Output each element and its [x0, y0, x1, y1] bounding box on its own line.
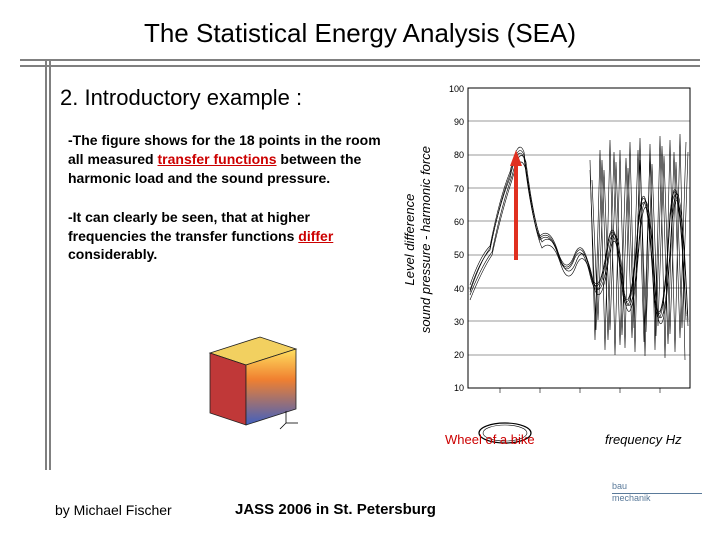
caption: Wheel of a bike — [445, 432, 535, 447]
svg-text:100: 100 — [449, 84, 464, 94]
text: sound pressure - harmonic force — [418, 146, 433, 333]
bullet-1: -The figure shows for the 18 points in t… — [60, 131, 390, 188]
text: considerably. — [68, 246, 157, 262]
transfer-function-chart: 100 90 80 70 60 50 40 30 20 10 — [440, 80, 700, 410]
highlight: transfer functions — [158, 151, 277, 167]
divider — [20, 59, 700, 63]
text: mechanik — [612, 494, 702, 504]
svg-text:80: 80 — [454, 150, 464, 160]
x-axis-label: frequency Hz — [605, 432, 682, 447]
section-heading: 2. Introductory example : — [60, 85, 390, 111]
highlight: differ — [298, 228, 333, 244]
text: Level difference — [402, 194, 417, 286]
text: Wheel of a bike — [445, 432, 535, 447]
svg-text:90: 90 — [454, 117, 464, 127]
svg-text:20: 20 — [454, 350, 464, 360]
svg-text:70: 70 — [454, 184, 464, 194]
svg-text:40: 40 — [454, 284, 464, 294]
divider — [20, 65, 700, 67]
svg-text:50: 50 — [454, 250, 464, 260]
page-title: The Statistical Energy Analysis (SEA) — [40, 18, 680, 49]
bullet-2: -It can clearly be seen, that at higher … — [60, 208, 390, 265]
svg-text:30: 30 — [454, 317, 464, 327]
room-cube-illustration — [190, 325, 310, 435]
vertical-rule — [45, 60, 51, 470]
text: -It can clearly be seen, that at higher … — [68, 209, 310, 244]
text-column: 2. Introductory example : -The figure sh… — [60, 85, 390, 284]
y-axis-label: Level difference sound pressure - harmon… — [398, 100, 438, 380]
logo: bau mechanik — [612, 482, 702, 522]
annotation-arrow-icon — [510, 150, 522, 260]
footer-venue: JASS 2006 in St. Petersburg — [235, 501, 436, 518]
footer-author: by Michael Fischer — [55, 502, 172, 518]
svg-text:10: 10 — [454, 383, 464, 393]
svg-text:60: 60 — [454, 217, 464, 227]
